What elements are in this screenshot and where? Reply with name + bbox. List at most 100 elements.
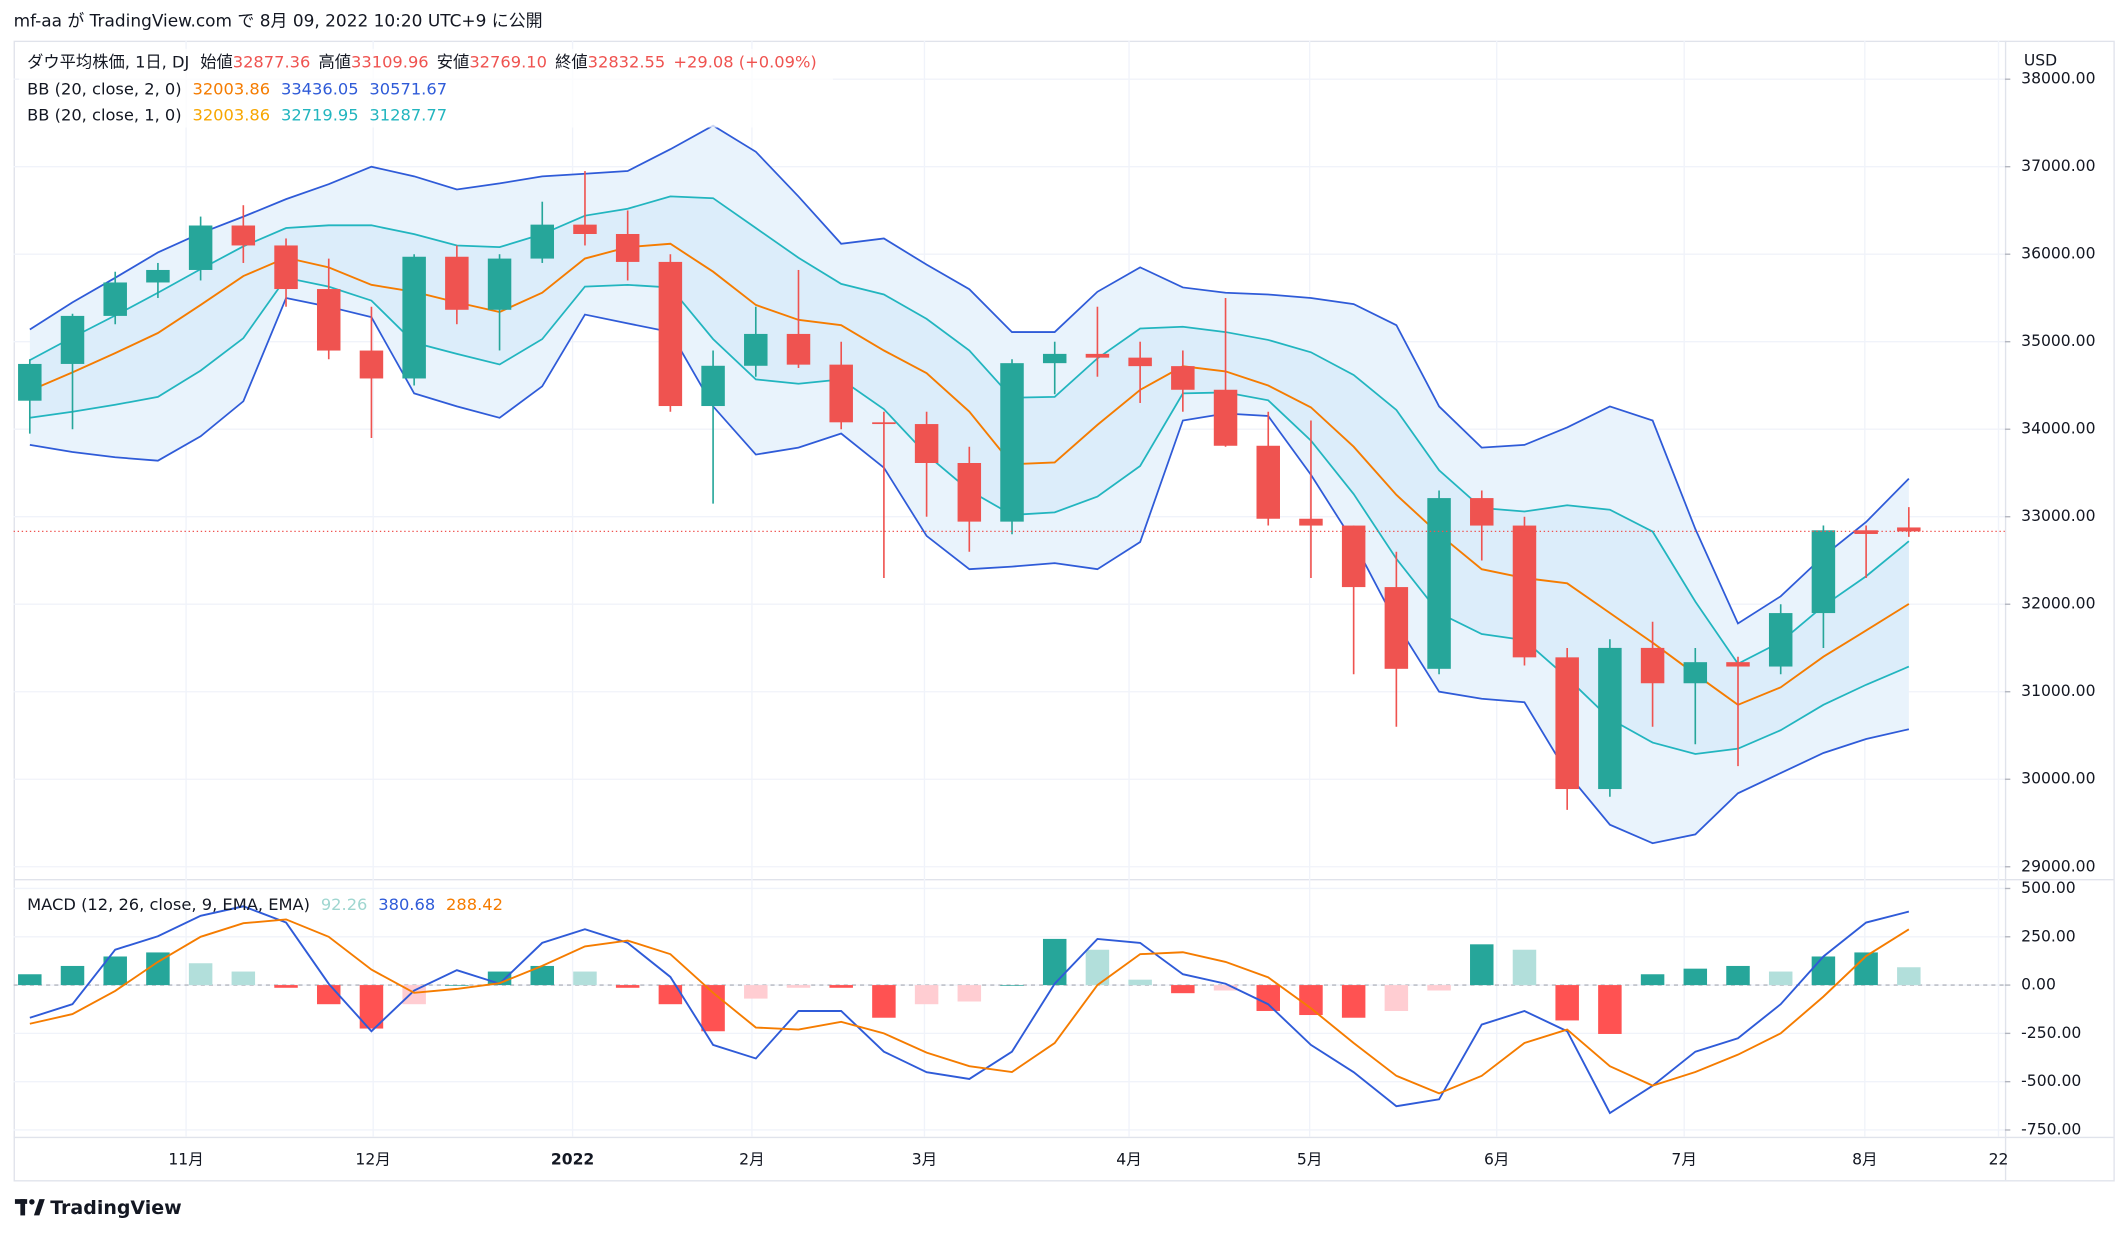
candle-body — [402, 256, 426, 379]
histogram-bar — [872, 985, 896, 1018]
axes: 11月 12月 2022 2月 3月 4月 5月 6月 7月 8月 22 29000.00 30000.… — [168, 70, 2095, 1169]
y-tick-label: -500.00 — [2021, 1072, 2081, 1090]
candle-body — [658, 261, 683, 407]
legend-bg — [19, 48, 833, 128]
candle-body — [701, 365, 725, 407]
histogram-bar — [1427, 985, 1451, 991]
histogram-bar — [1726, 965, 1750, 986]
candle-body — [231, 225, 256, 246]
histogram-bar — [1640, 974, 1665, 986]
histogram-bar — [1171, 985, 1195, 994]
x-tick-label: 8月 — [1852, 1150, 1877, 1168]
candle-body — [744, 333, 768, 366]
macd-name: MACD (12, 26, close, 9, EMA, EMA) — [27, 894, 310, 913]
macd-line — [29, 905, 1910, 1115]
logo-mark — [29, 1199, 35, 1205]
y-tick-label: 35000.00 — [2021, 332, 2095, 350]
candle-body — [1427, 498, 1451, 669]
bb-upper — [29, 195, 1910, 665]
histogram-bar — [146, 952, 170, 986]
histogram-bar — [1598, 985, 1622, 1034]
price-pane — [13, 124, 2005, 845]
histogram-bar — [1085, 949, 1110, 986]
histogram-bar — [231, 971, 256, 986]
y-tick-label: 33000.00 — [2021, 507, 2095, 525]
candle-body — [1854, 530, 1878, 534]
y-tick-label: 34000.00 — [2021, 420, 2095, 438]
candle-body — [1598, 647, 1622, 790]
histogram-bar — [615, 985, 640, 988]
candle-body — [188, 225, 213, 270]
candle-body — [18, 363, 42, 401]
histogram-bar — [1213, 985, 1238, 991]
candle-body — [1341, 525, 1366, 588]
bb-name: BB (20, close, 2, 0) — [27, 79, 182, 98]
y-tick-label: 32000.00 — [2021, 595, 2095, 613]
symbol-title: ダウ平均株価, 1日, DJ — [27, 52, 189, 71]
x-tick-label: 12月 — [355, 1150, 390, 1168]
ohlc-label: 始値 — [200, 52, 233, 71]
ohlc-value: 32832.55 — [588, 52, 666, 71]
legend-bb1: BB (20, close, 1, 0) 32003.86 32719.95 3128… — [27, 105, 447, 124]
histogram-bar — [1512, 949, 1537, 986]
candle-body — [359, 350, 384, 379]
candle-body — [957, 463, 982, 522]
ohlc-value: 32877.36 — [233, 52, 311, 71]
candle-body — [60, 315, 85, 364]
bb-lower — [29, 297, 1910, 845]
y-tick-label: 250.00 — [2021, 927, 2076, 945]
histogram-bar — [1768, 971, 1793, 986]
candle-body — [1555, 657, 1579, 790]
publish-info: mf-aa が TradingView.com で 8月 09, 2022 10… — [14, 11, 543, 31]
histogram-bar — [103, 956, 127, 986]
x-tick-label: 2月 — [739, 1150, 765, 1168]
histogram-bar — [573, 971, 597, 986]
y-tick-label: 500.00 — [2021, 879, 2076, 897]
x-tick-label: 3月 — [912, 1150, 938, 1168]
legend-bb2: BB (20, close, 2, 0) 32003.86 33436.05 3057… — [27, 79, 447, 98]
candle-body — [1042, 353, 1067, 364]
y-tick-label: 31000.00 — [2021, 682, 2095, 700]
candle-body — [1000, 363, 1024, 522]
legend-main: ダウ平均株価, 1日, DJ 始値32877.36 高値33109.96 安値3276… — [27, 52, 817, 71]
histogram-bar — [359, 985, 384, 1029]
candle-body — [1256, 445, 1280, 519]
x-tick-label: 2022 — [551, 1150, 594, 1168]
legend: ダウ平均株価, 1日, DJ 始値32877.36 高値33109.96 安値3276… — [19, 48, 833, 913]
brand: TradingView — [50, 1197, 182, 1219]
histogram-bar — [1897, 967, 1921, 986]
histogram-bar — [1470, 944, 1494, 986]
change: +29.08 (+0.09%) — [673, 52, 816, 71]
histogram-bar — [914, 985, 939, 1005]
histogram-bar — [1000, 985, 1024, 986]
ohlc-label: 高値 — [319, 52, 352, 71]
candle-body — [1768, 613, 1793, 667]
candle-body — [146, 269, 170, 283]
candle-body — [530, 224, 555, 259]
candle-body — [1897, 527, 1921, 532]
candle-body — [1384, 587, 1409, 669]
bb-upper — [29, 124, 1910, 625]
histogram-bar — [1128, 979, 1152, 986]
ohlc-label: 終値 — [555, 52, 588, 71]
candle-body — [872, 422, 896, 425]
macd-value: 288.42 — [446, 894, 503, 913]
x-tick-label: 4月 — [1116, 1150, 1142, 1168]
bb-name: BB (20, close, 1, 0) — [27, 105, 182, 124]
candle-body — [1128, 357, 1152, 367]
candle-body — [573, 224, 597, 234]
candle-body — [445, 256, 469, 310]
legend-macd: MACD (12, 26, close, 9, EMA, EMA) 92.26 38… — [27, 894, 503, 913]
candle-body — [316, 289, 341, 351]
y-tick-label: 0.00 — [2021, 976, 2056, 994]
logo: TradingView — [14, 1197, 182, 1219]
y-tick-label: 37000.00 — [2021, 157, 2095, 175]
x-tick-label: 22 — [1989, 1150, 2009, 1168]
y-tick-label: 30000.00 — [2021, 770, 2095, 788]
bb-value: 32719.95 — [281, 105, 359, 124]
candle-body — [1171, 366, 1195, 390]
candle-body — [103, 282, 127, 316]
frame — [13, 40, 2115, 1182]
histogram-bar — [1683, 968, 1708, 986]
